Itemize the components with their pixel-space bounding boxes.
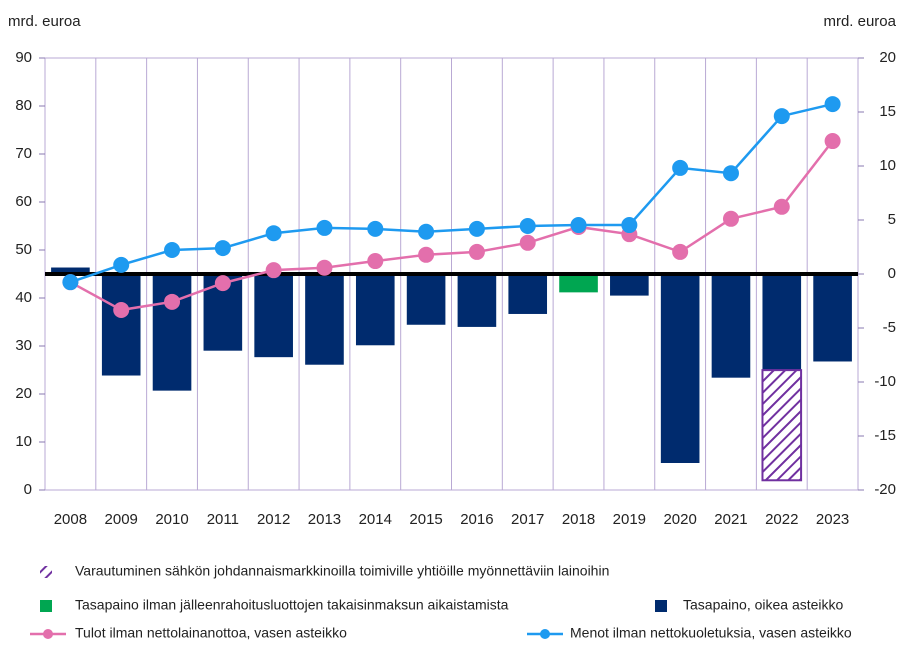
marker bbox=[265, 262, 282, 279]
bar bbox=[152, 274, 192, 391]
marker bbox=[113, 302, 130, 318]
y-tick-label: 90 bbox=[15, 49, 32, 66]
legend-swatch bbox=[40, 566, 52, 578]
marker bbox=[722, 165, 739, 182]
marker bbox=[468, 243, 485, 260]
y2-tick-label: 0 bbox=[888, 265, 896, 282]
bar bbox=[761, 369, 803, 482]
bar bbox=[610, 274, 649, 296]
y2-axis-label: mrd. euroa bbox=[823, 13, 896, 30]
y-tick-label: 40 bbox=[15, 289, 32, 306]
y-axis-label: mrd. euroa bbox=[8, 13, 81, 30]
y2-tick-label: -10 bbox=[874, 373, 896, 390]
legend-label: Tasapaino ilman jälleenrahoitusluottojen… bbox=[75, 597, 509, 613]
marker bbox=[164, 293, 181, 310]
y2-tick-label: 20 bbox=[879, 49, 896, 66]
bar bbox=[660, 274, 700, 463]
legend-label: Tasapaino, oikea asteikko bbox=[683, 597, 844, 613]
bar bbox=[762, 274, 802, 371]
marker bbox=[113, 256, 130, 273]
y-tick-label: 80 bbox=[15, 97, 32, 114]
x-tick-label: 2016 bbox=[460, 511, 493, 528]
bar bbox=[457, 274, 497, 327]
y2-tick-label: 10 bbox=[879, 157, 896, 174]
marker bbox=[824, 133, 841, 150]
marker bbox=[316, 259, 333, 276]
y-tick-label: 20 bbox=[15, 385, 32, 402]
legend-label: Tulot ilman nettolainanottoa, vasen aste… bbox=[75, 625, 347, 641]
x-tick-label: 2008 bbox=[54, 511, 87, 528]
marker bbox=[773, 198, 790, 215]
marker bbox=[265, 225, 282, 242]
y-tick-label: 50 bbox=[15, 241, 32, 258]
marker bbox=[214, 240, 231, 257]
marker bbox=[570, 217, 587, 234]
y2-tick-label: -20 bbox=[874, 481, 896, 498]
marker bbox=[824, 96, 841, 113]
marker bbox=[621, 217, 638, 234]
bar bbox=[711, 274, 751, 378]
x-tick-label: 2015 bbox=[409, 511, 442, 528]
legend-marker bbox=[43, 629, 53, 639]
marker bbox=[722, 210, 739, 227]
marker bbox=[519, 234, 536, 251]
x-tick-label: 2010 bbox=[155, 511, 188, 528]
legend-swatch bbox=[40, 600, 52, 612]
y-tick-label: 10 bbox=[15, 433, 32, 450]
x-tick-label: 2017 bbox=[511, 511, 544, 528]
x-tick-label: 2013 bbox=[308, 511, 341, 528]
y2-tick-label: -15 bbox=[874, 427, 896, 444]
bar bbox=[559, 274, 598, 293]
marker bbox=[164, 242, 181, 258]
marker bbox=[316, 219, 333, 236]
marker bbox=[214, 275, 231, 292]
x-tick-label: 2019 bbox=[613, 511, 646, 528]
marker bbox=[367, 220, 384, 237]
x-tick-label: 2011 bbox=[207, 511, 239, 528]
x-tick-label: 2023 bbox=[816, 511, 849, 528]
legend-swatch bbox=[655, 600, 667, 612]
legend-label: Varautuminen sähkön johdannaismarkkinoil… bbox=[75, 563, 609, 579]
line bbox=[69, 140, 834, 312]
marker bbox=[519, 218, 536, 234]
y-tick-label: 0 bbox=[24, 481, 32, 498]
legend-label: Menot ilman nettokuoletuksia, vasen aste… bbox=[570, 625, 852, 641]
marker bbox=[418, 246, 435, 263]
bar bbox=[813, 274, 852, 362]
y-tick-label: 70 bbox=[15, 145, 32, 162]
bar bbox=[406, 274, 446, 325]
x-tick-label: 2014 bbox=[359, 511, 392, 528]
bar bbox=[101, 274, 141, 376]
y2-tick-label: 15 bbox=[879, 103, 896, 120]
bar bbox=[254, 274, 293, 358]
marker bbox=[672, 159, 689, 176]
x-tick-label: 2021 bbox=[714, 511, 747, 528]
bar bbox=[355, 274, 395, 346]
y2-tick-label: -5 bbox=[883, 319, 896, 336]
marker bbox=[418, 223, 435, 240]
line bbox=[70, 102, 833, 284]
marker bbox=[62, 274, 79, 291]
y2-tick-label: 5 bbox=[888, 211, 896, 228]
x-tick-label: 2018 bbox=[562, 511, 595, 528]
legend-marker bbox=[540, 629, 550, 639]
bar bbox=[508, 274, 548, 314]
x-tick-label: 2012 bbox=[257, 511, 290, 528]
y-tick-label: 30 bbox=[15, 337, 32, 354]
bar bbox=[305, 274, 344, 365]
marker bbox=[773, 108, 790, 125]
marker bbox=[468, 220, 485, 237]
marker bbox=[672, 243, 689, 260]
x-tick-label: 2020 bbox=[663, 511, 696, 528]
x-tick-label: 2022 bbox=[765, 511, 798, 528]
y-tick-label: 60 bbox=[15, 193, 32, 210]
bar bbox=[51, 267, 90, 274]
x-tick-label: 2009 bbox=[105, 511, 138, 528]
marker bbox=[367, 253, 384, 270]
